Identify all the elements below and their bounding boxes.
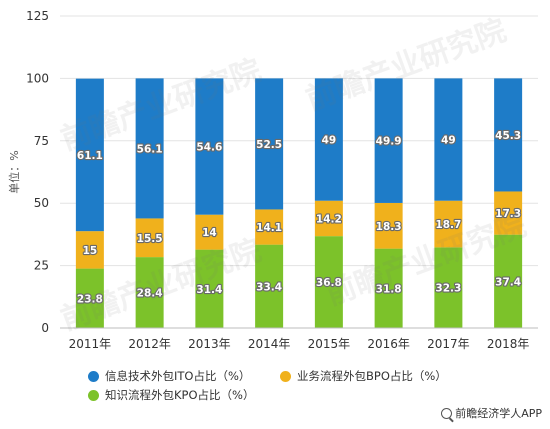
x-tick-label: 2014年: [248, 337, 291, 351]
bar-segment: [314, 236, 343, 328]
bar-segment: [374, 78, 403, 203]
bar-data-label: 23.8: [77, 293, 103, 305]
bar-segment: [195, 249, 224, 328]
bar-data-label: 28.4: [137, 288, 163, 300]
bar-data-label: 15.5: [137, 233, 163, 245]
bar-data-label: 49: [322, 135, 337, 147]
bar-segment: [195, 214, 224, 250]
x-tick-label: 2015年: [308, 337, 351, 351]
bar-segment: [494, 78, 523, 192]
legend-item-kpo: 知识流程外包KPO占比（%）: [88, 387, 254, 403]
bar-data-label: 14: [202, 227, 217, 239]
bar-data-label: 14.1: [256, 222, 282, 234]
y-tick-label: 25: [34, 259, 49, 273]
x-tick-label: 2017年: [427, 337, 470, 351]
bar-segment: [75, 268, 104, 328]
bar-data-label: 61.1: [77, 150, 103, 162]
bar-data-label: 18.7: [435, 219, 461, 231]
y-tick-label: 0: [41, 321, 49, 335]
bar-data-label: 31.8: [376, 283, 402, 295]
y-tick-label: 75: [34, 134, 49, 148]
bar-data-label: 32.3: [435, 283, 461, 295]
y-tick-label: 125: [26, 9, 49, 23]
bar-segment: [374, 248, 403, 328]
bar-segment: [75, 231, 104, 269]
bar-data-label: 52.5: [256, 139, 282, 151]
bar-data-label: 56.1: [137, 143, 163, 155]
bar-data-label: 17.3: [495, 208, 521, 220]
source-credit: 前瞻经济学人APP: [441, 405, 542, 421]
bar-segment: [434, 78, 463, 201]
bar-data-label: 45.3: [495, 130, 521, 142]
bar-data-label: 54.6: [196, 142, 222, 154]
bar-data-label: 14.2: [316, 213, 342, 225]
search-icon: [441, 407, 453, 419]
legend-label-ito: 信息技术外包ITO占比（%）: [105, 369, 251, 383]
bar-segment: [255, 244, 284, 328]
x-tick-label: 2012年: [128, 337, 171, 351]
bar-data-label: 49.9: [376, 136, 402, 148]
bar-segment: [195, 78, 224, 215]
x-tick-label: 2016年: [367, 337, 410, 351]
bar-data-label: 31.4: [196, 284, 222, 296]
legend-label-kpo: 知识流程外包KPO占比（%）: [105, 388, 255, 402]
legend-label-bpo: 业务流程外包BPO占比（%）: [297, 369, 447, 383]
legend-swatch-ito: [88, 370, 99, 382]
x-tick-label: 2011年: [69, 337, 112, 351]
bar-data-label: 33.4: [256, 281, 282, 293]
legend-item-bpo: 业务流程外包BPO占比（%）: [280, 368, 447, 384]
y-tick-label: 100: [26, 71, 49, 85]
x-tick-label: 2013年: [188, 337, 231, 351]
bar-data-label: 15: [83, 245, 98, 257]
legend-swatch-kpo: [88, 389, 99, 401]
bar-segment: [494, 234, 523, 328]
bar-segment: [255, 78, 284, 210]
bar-segment: [434, 200, 463, 248]
bar-segment: [314, 200, 343, 237]
bar-segment: [135, 78, 164, 219]
bar-segment: [135, 257, 164, 328]
bar-segment: [255, 209, 284, 245]
legend-swatch-bpo: [280, 370, 291, 382]
bar-data-label: 49: [441, 135, 456, 147]
bar-data-label: 37.4: [495, 276, 521, 288]
bar-segment: [135, 218, 164, 258]
y-axis-title: 单位：%: [7, 150, 21, 193]
bar-data-label: 18.3: [376, 221, 402, 233]
bar-segment: [75, 78, 104, 232]
y-tick-label: 50: [34, 196, 49, 210]
legend-item-ito: 信息技术外包ITO占比（%）: [88, 368, 250, 384]
bar-segment: [434, 247, 463, 328]
bar-segment: [314, 78, 343, 201]
bar-data-label: 36.8: [316, 277, 342, 289]
bar-segment: [374, 202, 403, 249]
x-tick-label: 2018年: [487, 337, 530, 351]
source-label: 前瞻经济学人APP: [455, 407, 542, 420]
bar-segment: [494, 191, 523, 235]
